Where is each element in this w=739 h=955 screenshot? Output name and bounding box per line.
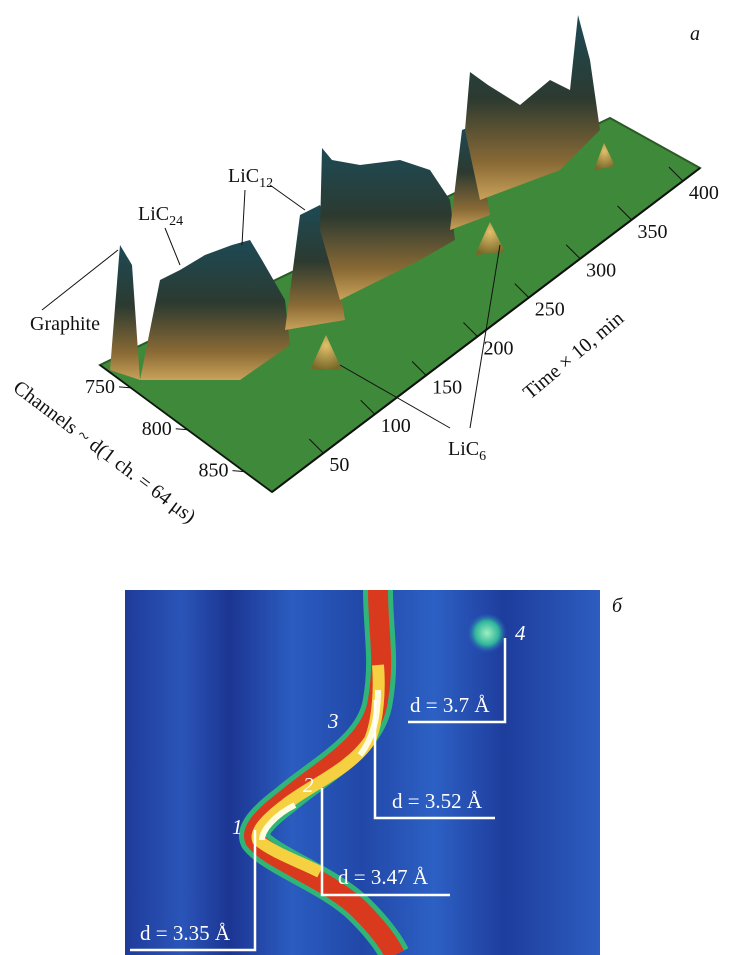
d-label: d = 3.7 Å (410, 693, 490, 717)
label-base: LiC (138, 203, 169, 225)
tick-mark (668, 166, 684, 182)
surface-plot (41, 15, 702, 494)
peak (465, 15, 600, 200)
tick-label: 400 (689, 182, 719, 204)
leader (130, 830, 257, 952)
d-label: d = 3.47 Å (338, 865, 429, 889)
tick-label: 350 (638, 221, 668, 243)
d-label: d = 3.52 Å (392, 789, 483, 813)
ticks: 750 800 850 50 100 150 200 250 300 350 400 (85, 166, 719, 482)
peak-number: 4 (515, 621, 526, 645)
tick-mark (309, 438, 324, 454)
ridge-peak (259, 689, 381, 841)
label-base: LiC (228, 165, 259, 187)
tick-label: 150 (432, 376, 462, 398)
tick-mark (118, 386, 132, 389)
peak (450, 125, 490, 230)
leader (41, 249, 119, 311)
peak-label: LiC12 (228, 165, 273, 191)
tick-label: 50 (329, 454, 349, 476)
tick-label: 300 (586, 260, 616, 282)
tick-mark (565, 244, 581, 260)
axis-line (99, 364, 273, 493)
peak-label: LiC6 (448, 438, 486, 464)
leader (339, 364, 451, 429)
leader (241, 189, 246, 246)
tick-mark (360, 399, 376, 415)
heatmap (125, 589, 600, 955)
lic6-peak (594, 143, 615, 170)
leader (373, 700, 495, 820)
peak (140, 240, 290, 380)
leader (320, 788, 450, 897)
axis-title: Time × 10, min (519, 307, 628, 403)
leader (269, 184, 306, 211)
tick-mark (232, 470, 245, 473)
tick-label: 800 (142, 418, 172, 440)
leader (164, 227, 181, 266)
tick-label: 200 (483, 337, 513, 359)
peak-number: 3 (327, 709, 339, 733)
peak (320, 148, 455, 300)
tick-mark (617, 205, 632, 221)
spot (467, 613, 507, 653)
tick-mark (514, 283, 530, 298)
label-base: LiC (448, 438, 479, 460)
leaders (130, 638, 507, 952)
peak-label: Graphite (30, 313, 100, 335)
peak-number: 2 (303, 773, 314, 797)
label-sub: 12 (259, 176, 273, 191)
d-label: d = 3.35 Å (140, 921, 231, 945)
tick-label: 750 (85, 376, 115, 398)
leader (408, 638, 507, 724)
leader (469, 244, 501, 429)
peak-number: 1 (232, 815, 243, 839)
panel-label: б (612, 595, 623, 617)
tick-mark (463, 322, 478, 337)
tick-label: 100 (381, 415, 411, 437)
tick-label: 250 (535, 299, 565, 321)
tick-mark (175, 428, 188, 431)
lic6-peak (475, 222, 505, 255)
label-sub: 24 (169, 214, 183, 229)
tick-label: 850 (198, 460, 228, 482)
panel-label: a (690, 23, 700, 45)
peak (110, 245, 140, 380)
label-sub: 6 (479, 449, 486, 464)
lic6-peak (310, 335, 342, 370)
peak-label: LiC24 (138, 203, 183, 229)
plane (100, 118, 700, 492)
tick-mark (411, 361, 427, 376)
